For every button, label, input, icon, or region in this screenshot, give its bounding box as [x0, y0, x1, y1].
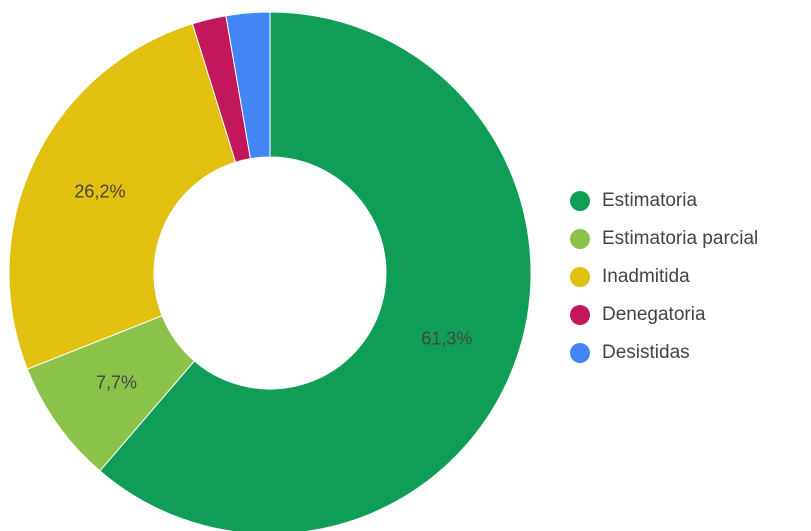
chart-legend: Estimatoria Estimatoria parcial Inadmitida…: [570, 182, 758, 372]
donut-slices: [8, 11, 532, 531]
slice-desistidas: [225, 11, 271, 160]
legend-label: Inadmitida: [602, 266, 690, 287]
legend-label: Estimatoria parcial: [602, 228, 759, 249]
slice-label-estimatoria-parcial: 7,7%: [96, 372, 137, 392]
legend-label: Denegatoria: [602, 304, 706, 325]
legend-item-inadmitida: Inadmitida: [570, 258, 758, 296]
legend-label: Desistidas: [602, 342, 690, 363]
slice-label-estimatoria: 61,3%: [421, 329, 472, 349]
legend-swatch-icon: [570, 191, 590, 211]
legend-item-estimatoria-parcial: Estimatoria parcial: [570, 220, 758, 258]
legend-item-estimatoria: Estimatoria: [570, 182, 758, 220]
legend-swatch-icon: [570, 305, 590, 325]
slice-estimatoria: [99, 11, 532, 531]
legend-swatch-icon: [570, 343, 590, 363]
legend-label: Estimatoria: [602, 190, 698, 211]
slice-labels: 61,3% 7,7% 26,2%: [74, 182, 472, 393]
legend-swatch-icon: [570, 267, 590, 287]
legend-item-desistidas: Desistidas: [570, 334, 758, 372]
legend-item-denegatoria: Denegatoria: [570, 296, 758, 334]
slice-label-inadmitida: 26,2%: [74, 182, 125, 202]
slice-inadmitida: [8, 23, 237, 370]
legend-swatch-icon: [570, 229, 590, 249]
